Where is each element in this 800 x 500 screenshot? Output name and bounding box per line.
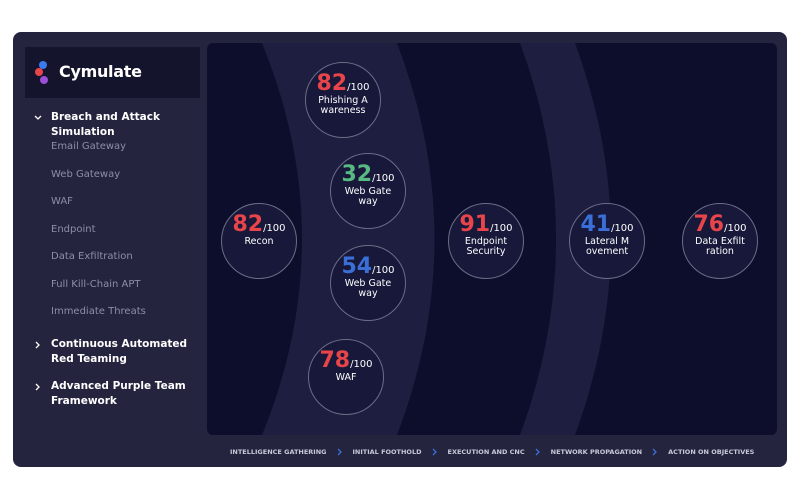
score-node[interactable]: 54/100 Web Gateway: [330, 245, 406, 321]
stage-arrow: [652, 448, 658, 456]
stage-label: NETWORK PROPAGATION: [550, 448, 643, 456]
node-label: Endpoint Security: [464, 236, 508, 257]
score-max: /100: [263, 223, 286, 234]
stage-bar: INTELLIGENCE GATHERING INITIAL FOOTHOLD EX…: [230, 446, 770, 458]
submenu-item[interactable]: WAF: [51, 196, 73, 207]
node-label: Web Gateway: [344, 186, 392, 207]
score-max: /100: [724, 223, 747, 234]
node-label: Lateral Movement: [584, 236, 630, 257]
score: 91: [459, 212, 491, 237]
logo-icon: [35, 61, 48, 84]
chevron[interactable]: [33, 382, 43, 392]
score-line: 78/100: [309, 348, 383, 373]
chevron[interactable]: [33, 113, 43, 123]
stage-label: ACTION ON OBJECTIVES: [668, 448, 755, 456]
node-label: Phishing Awareness: [318, 95, 368, 116]
score-max: /100: [372, 173, 395, 184]
stage-label: INTELLIGENCE GATHERING: [230, 448, 327, 456]
stage-label: INITIAL FOOTHOLD: [352, 448, 422, 456]
submenu-item[interactable]: Email Gateway: [51, 141, 127, 152]
submenu-item[interactable]: Immediate Threats: [51, 306, 146, 317]
stage-label: EXECUTION AND CNC: [447, 448, 525, 456]
score-line: 82/100: [222, 212, 296, 237]
score-max: /100: [350, 359, 373, 370]
bands: [262, 43, 611, 435]
score: 78: [319, 348, 351, 373]
node-label: Web Gateway: [344, 278, 392, 299]
score-max: /100: [372, 265, 395, 276]
score-max: /100: [611, 223, 634, 234]
menu-item[interactable]: Breach and Attack Simulation: [51, 111, 160, 138]
submenu-item[interactable]: Endpoint: [51, 223, 96, 235]
submenu-item[interactable]: Full Kill-Chain APT: [51, 278, 141, 290]
score: 82: [316, 71, 348, 96]
score: 32: [341, 162, 373, 187]
chevron[interactable]: [33, 340, 43, 350]
sidebar: Breach and Attack Simulation Email Gatewa…: [25, 47, 200, 447]
node-label: WAF: [335, 372, 357, 383]
node-label: Recon: [244, 236, 274, 247]
score-line: 32/100: [331, 162, 405, 187]
stage-arrow: [432, 448, 437, 456]
score: 76: [693, 212, 725, 237]
score-line: 82/100: [306, 71, 380, 96]
score-node[interactable]: 32/100 Web Gateway: [330, 153, 406, 229]
kill-chain-panel: 82/100 Phishing Awareness 32/100 Web Gatewa…: [207, 43, 777, 435]
node-label: Data Exfiltration: [695, 236, 745, 257]
submenu-item[interactable]: Data Exfiltration: [51, 251, 133, 262]
score-max: /100: [490, 223, 513, 234]
score-max: /100: [347, 82, 370, 93]
score-line: 41/100: [570, 212, 644, 237]
score-line: 76/100: [683, 212, 757, 237]
stage-arrow: [535, 448, 540, 456]
score-node[interactable]: 82/100 Phishing Awareness: [305, 62, 381, 138]
score: 41: [580, 212, 612, 237]
menu-item[interactable]: Continuous Automated Red Teaming: [51, 337, 188, 365]
score-line: 91/100: [449, 212, 523, 237]
logo-text: Cymulate: [59, 62, 142, 81]
stage-arrow: [337, 448, 342, 456]
score: 54: [341, 254, 373, 279]
score-node[interactable]: 78/100 WAF: [308, 339, 384, 415]
score-node[interactable]: 41/100 Lateral Movement: [569, 203, 645, 279]
score-line: 54/100: [331, 254, 405, 279]
menu-item[interactable]: Advanced Purple Team Framework: [51, 379, 186, 407]
score-node[interactable]: 76/100 Data Exfiltration: [682, 203, 758, 279]
score: 82: [232, 212, 264, 237]
submenu-item[interactable]: Web Gateway: [51, 168, 121, 180]
score-node[interactable]: 91/100 Endpoint Security: [448, 203, 524, 279]
score-node[interactable]: 82/100 Recon: [221, 203, 297, 279]
logo[interactable]: Cymulate: [25, 47, 200, 98]
